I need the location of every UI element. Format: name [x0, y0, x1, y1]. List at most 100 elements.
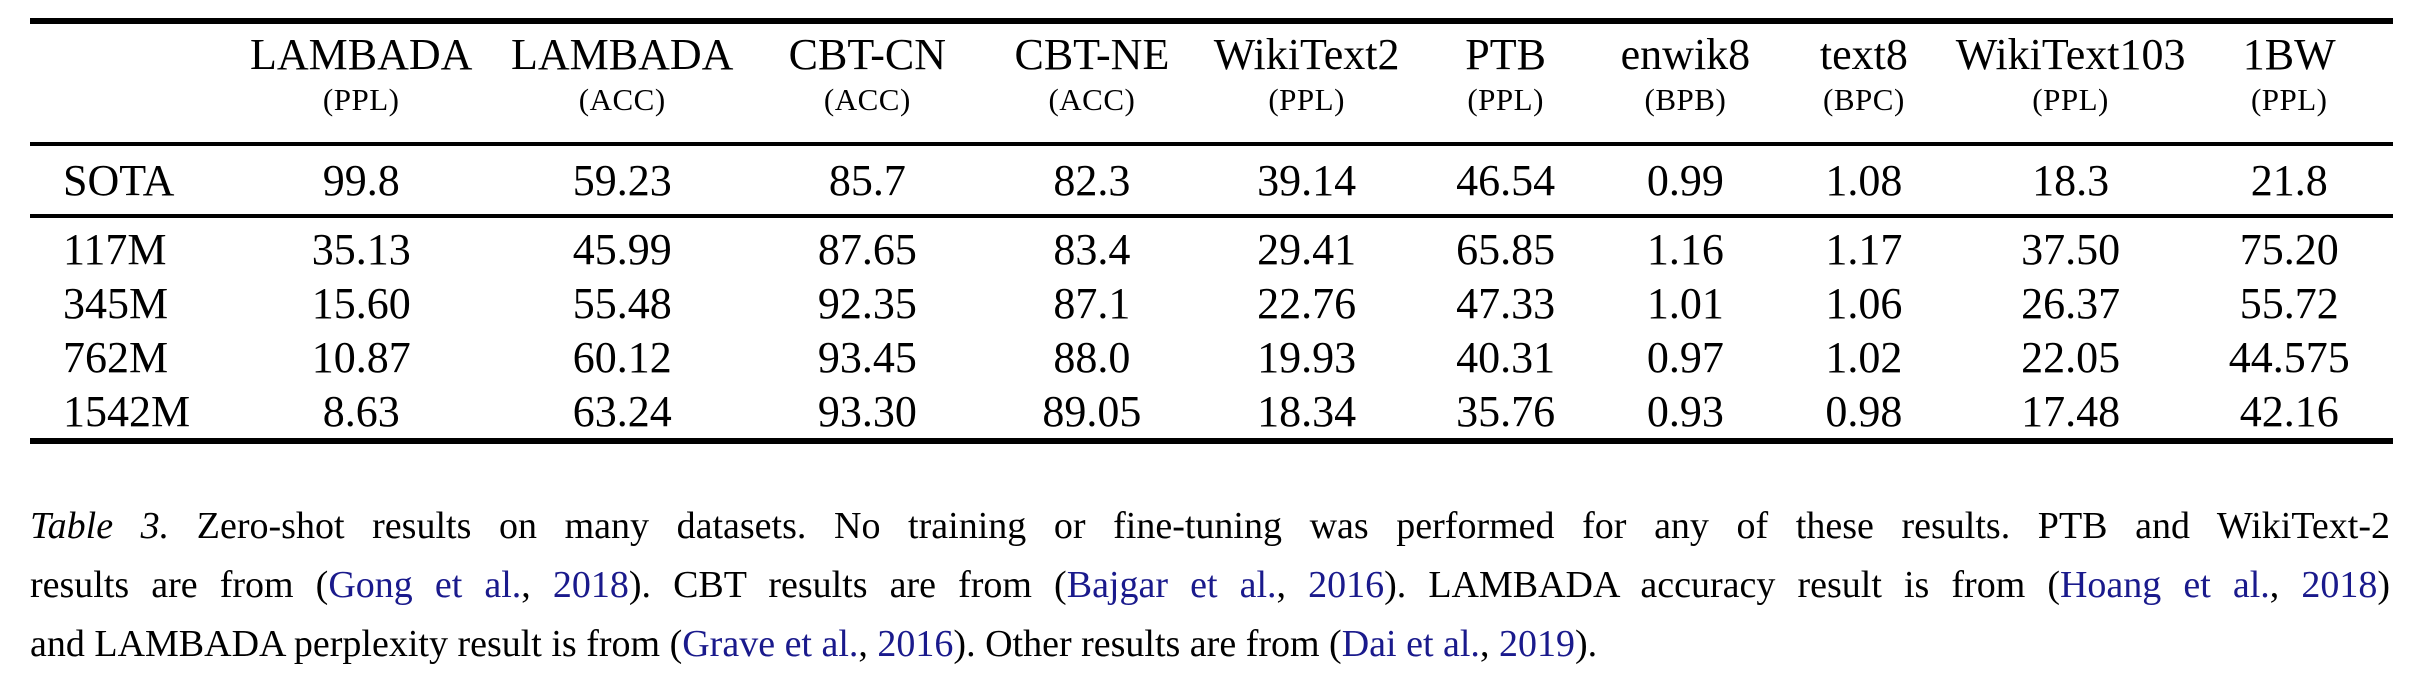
row-label-sota: SOTA: [63, 155, 175, 205]
row-label-762m: 762M: [63, 332, 169, 382]
caption-text: ,: [2269, 564, 2302, 606]
caption-text: ). CBT results are from (: [628, 564, 1067, 606]
column-header-ptb: PTB: [1465, 30, 1546, 79]
table-row-sota: SOTA 99.8 59.23 85.7 82.3 39.14 46.54 0.99 1.08 1…: [30, 144, 2393, 216]
column-unit-enwik8: (BPB): [1644, 82, 1727, 117]
model-rows-group: 117M 35.13 45.99 87.65 83.4 29.41 65.85 1.16 1.1…: [30, 216, 2393, 441]
table-header: LAMBADA LAMBADA CBT-CN CBT-NE WikiText2 PTB en…: [30, 21, 2393, 144]
caption-text: Table 3.: [30, 505, 170, 547]
table-cell: 60.12: [572, 332, 672, 382]
table-cell: 99.8: [322, 155, 400, 205]
caption-text: ). Other results are from (: [953, 623, 1342, 665]
table-cell: 19.93: [1257, 332, 1357, 382]
column-unit-cbt-ne: (ACC): [1048, 82, 1136, 117]
citation-link[interactable]: Bajgar et al.: [1066, 564, 1277, 606]
table-cell: 17.48: [2021, 386, 2121, 436]
table-cell: 0.97: [1646, 332, 1724, 382]
table-cell: 93.30: [817, 386, 917, 436]
column-unit-1bw: (PPL): [2250, 82, 2328, 117]
citation-link[interactable]: 2018: [552, 564, 629, 606]
table-cell: 59.23: [572, 155, 672, 205]
column-unit-ptb: (PPL): [1467, 82, 1544, 117]
table-cell: 42.16: [2239, 386, 2339, 436]
header-corner-empty: [30, 21, 230, 82]
caption-text: Zero-shot results on many datasets. No t…: [169, 505, 2390, 547]
caption-text: ): [2377, 564, 2391, 606]
table-row-117m: 117M 35.13 45.99 87.65 83.4 29.41 65.85 1.16 1.1…: [30, 216, 2393, 276]
table-cell: 92.35: [817, 278, 917, 328]
header-names-row: LAMBADA LAMBADA CBT-CN CBT-NE WikiText2 PTB en…: [30, 21, 2393, 82]
header-units-row: (PPL) (ACC) (ACC) (ACC) (PPL) (PPL) (BPB) (BPC)…: [30, 82, 2393, 144]
caption-text: results are from (: [30, 564, 329, 606]
table-caption: Table 3. Zero-shot results on many datas…: [30, 497, 2390, 674]
table-cell: 35.76: [1456, 386, 1556, 436]
caption-text: ).: [1574, 623, 1598, 665]
table-cell: 29.41: [1257, 224, 1357, 274]
citation-link[interactable]: 2016: [877, 623, 954, 665]
table-cell: 0.93: [1646, 386, 1724, 436]
caption-line: Table 3. Zero-shot results on many datas…: [30, 497, 2390, 556]
citation-link[interactable]: Dai et al.: [1341, 623, 1480, 665]
column-header-lambada: LAMBADA: [249, 30, 473, 79]
table-cell: 22.76: [1257, 278, 1357, 328]
caption-text: and LAMBADA perplexity result is from (: [30, 623, 683, 665]
column-header-text8: text8: [1819, 30, 1908, 79]
table-cell: 0.99: [1646, 155, 1724, 205]
table-cell: 63.24: [572, 386, 672, 436]
sota-row-group: SOTA 99.8 59.23 85.7 82.3 39.14 46.54 0.99 1.08 1…: [30, 144, 2393, 216]
table-cell: 93.45: [817, 332, 917, 382]
column-unit-wikitext103: (PPL): [2032, 82, 2109, 117]
row-label-1542m: 1542M: [63, 386, 191, 436]
table-cell: 47.33: [1456, 278, 1556, 328]
table-cell: 39.14: [1257, 155, 1357, 205]
table-cell: 35.13: [311, 224, 411, 274]
header-corner-empty: [30, 82, 230, 144]
citation-link[interactable]: Grave et al.: [682, 623, 859, 665]
table-row-345m: 345M 15.60 55.48 92.35 87.1 22.76 47.33 1.01 1.0…: [30, 276, 2393, 330]
column-header-enwik8: enwik8: [1620, 30, 1751, 79]
citation-link[interactable]: 2018: [2301, 564, 2378, 606]
table-cell: 1.02: [1825, 332, 1903, 382]
column-header-1bw: 1BW: [2242, 30, 2336, 79]
results-table: LAMBADA LAMBADA CBT-CN CBT-NE WikiText2 PTB en…: [30, 18, 2393, 444]
table-cell: 89.05: [1042, 386, 1142, 436]
table-cell: 37.50: [2021, 224, 2121, 274]
table-cell: 18.3: [2032, 155, 2110, 205]
table-cell: 75.20: [2239, 224, 2339, 274]
citation-link[interactable]: 2016: [1308, 564, 1385, 606]
caption-text: ,: [1276, 564, 1309, 606]
table-cell: 46.54: [1456, 155, 1556, 205]
table-cell: 22.05: [2021, 332, 2121, 382]
table-cell: 1.08: [1825, 155, 1903, 205]
caption-text: ,: [858, 623, 878, 665]
table-cell: 26.37: [2021, 278, 2121, 328]
column-header-cbt-ne: CBT-NE: [1014, 30, 1170, 79]
table-cell: 15.60: [311, 278, 411, 328]
table-row-1542m: 1542M 8.63 63.24 93.30 89.05 18.34 35.76 0.93 0.…: [30, 384, 2393, 441]
column-header-wikitext103: WikiText103: [1955, 30, 2186, 79]
table-cell: 88.0: [1053, 332, 1131, 382]
table-cell: 1.06: [1825, 278, 1903, 328]
table-cell: 8.63: [322, 386, 400, 436]
column-unit-text8: (BPC): [1823, 82, 1905, 117]
column-unit-lambada: (ACC): [578, 82, 666, 117]
table-cell: 44.575: [2228, 332, 2350, 382]
column-unit-wikitext2: (PPL): [1268, 82, 1345, 117]
caption-line: results are from (Gong et al., 2018). CB…: [30, 556, 2390, 615]
caption-text: ,: [521, 564, 553, 606]
row-label-117m: 117M: [63, 224, 167, 274]
table-row-762m: 762M 10.87 60.12 93.45 88.0 19.93 40.31 0.97 1.0…: [30, 330, 2393, 384]
table-cell: 55.72: [2239, 278, 2339, 328]
table-cell: 1.16: [1646, 224, 1724, 274]
citation-link[interactable]: Hoang et al.: [2059, 564, 2270, 606]
citation-link[interactable]: 2019: [1498, 623, 1575, 665]
column-header-lambada: LAMBADA: [510, 30, 734, 79]
caption-text: ). LAMBADA accuracy result is from (: [1384, 564, 2060, 606]
citation-link[interactable]: Gong et al.: [328, 564, 522, 606]
table-cell: 85.7: [828, 155, 906, 205]
table-cell: 18.34: [1257, 386, 1357, 436]
table-cell: 40.31: [1456, 332, 1556, 382]
caption-text: ,: [1479, 623, 1499, 665]
table-cell: 65.85: [1456, 224, 1556, 274]
table-cell: 0.98: [1825, 386, 1903, 436]
